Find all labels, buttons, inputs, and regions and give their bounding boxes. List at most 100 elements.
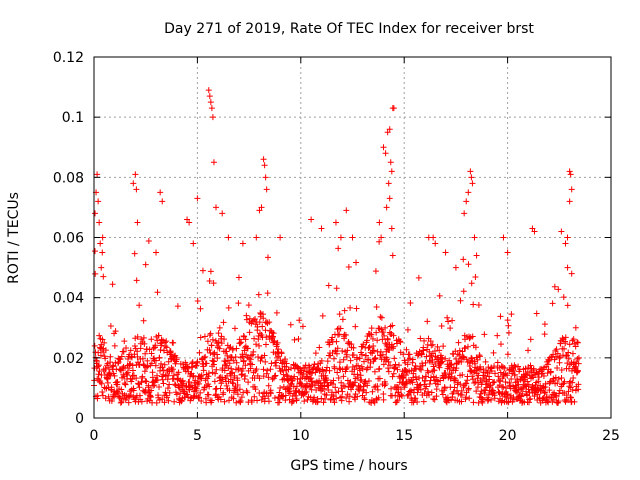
data-point [258, 204, 265, 211]
data-point [361, 396, 368, 403]
data-point [397, 339, 404, 346]
data-point [426, 381, 433, 388]
data-point [125, 393, 132, 400]
data-point [386, 195, 393, 202]
data-point [133, 277, 140, 284]
data-point [412, 395, 419, 402]
data-point [265, 382, 272, 389]
data-point [369, 388, 376, 395]
data-point [264, 254, 271, 261]
data-point [347, 357, 354, 364]
data-point [102, 395, 109, 402]
data-point [138, 336, 145, 343]
data-point [239, 353, 246, 360]
data-point [241, 333, 248, 340]
data-point [157, 347, 164, 354]
data-point [238, 339, 245, 346]
data-point [468, 354, 475, 361]
data-point [198, 398, 205, 405]
data-point [348, 386, 355, 393]
data-point [121, 338, 128, 345]
data-point [556, 359, 563, 366]
data-point [201, 333, 208, 340]
data-point [205, 87, 212, 94]
data-point [332, 219, 339, 226]
data-point [488, 367, 495, 374]
data-point [429, 341, 436, 348]
data-point [215, 330, 222, 337]
data-point [459, 371, 466, 378]
data-point [228, 365, 235, 372]
data-point [256, 319, 263, 326]
data-point [99, 234, 106, 241]
data-point [221, 367, 228, 374]
data-point [558, 366, 565, 373]
data-point [99, 249, 106, 256]
data-point [346, 393, 353, 400]
data-point [206, 383, 213, 390]
data-point [380, 396, 387, 403]
data-point [235, 365, 242, 372]
data-point [235, 300, 242, 307]
data-point [140, 334, 147, 341]
data-point [210, 159, 217, 166]
data-point [221, 398, 228, 405]
data-point [94, 363, 101, 370]
data-point [201, 354, 208, 361]
data-point [354, 393, 361, 400]
data-point [194, 298, 201, 305]
data-point [491, 395, 498, 402]
data-point [339, 347, 346, 354]
data-point [146, 346, 153, 353]
data-point [476, 353, 483, 360]
data-point [484, 397, 491, 404]
data-point [551, 283, 558, 290]
axes: 0 5 10 15 20 25 0 0.02 0.04 0.06 0.08 0.1 0.12 [53, 50, 620, 444]
data-point [428, 389, 435, 396]
data-point [559, 335, 566, 342]
data-point [139, 373, 146, 380]
data-point [433, 374, 440, 381]
data-point [423, 373, 430, 380]
data-point [385, 368, 392, 375]
data-point [224, 352, 231, 359]
data-point [211, 378, 218, 385]
data-point [426, 348, 433, 355]
data-point [278, 350, 285, 357]
data-point [267, 390, 274, 397]
data-point [434, 381, 441, 388]
data-point [209, 336, 216, 343]
data-point [437, 377, 444, 384]
data-point [179, 377, 186, 384]
data-point [387, 362, 394, 369]
data-point [381, 332, 388, 339]
data-point [105, 364, 112, 371]
data-point [566, 168, 573, 175]
data-point [128, 354, 135, 361]
data-point [273, 343, 280, 350]
data-point [482, 358, 489, 365]
data-point [196, 349, 203, 356]
data-point [153, 399, 160, 406]
data-point [148, 387, 155, 394]
data-point [424, 318, 431, 325]
data-point [174, 303, 181, 310]
data-point [465, 261, 472, 268]
data-point [102, 355, 109, 362]
data-point [336, 331, 343, 338]
data-point [163, 338, 170, 345]
data-point [273, 309, 280, 316]
data-point [338, 393, 345, 400]
data-point [212, 386, 219, 393]
data-point [186, 219, 193, 226]
data-point [298, 367, 305, 374]
data-point [191, 379, 198, 386]
data-point [112, 328, 119, 335]
data-point [331, 399, 338, 406]
data-point [409, 356, 416, 363]
data-point [206, 93, 213, 100]
data-point [336, 365, 343, 372]
data-point [467, 367, 474, 374]
data-point [523, 371, 530, 378]
